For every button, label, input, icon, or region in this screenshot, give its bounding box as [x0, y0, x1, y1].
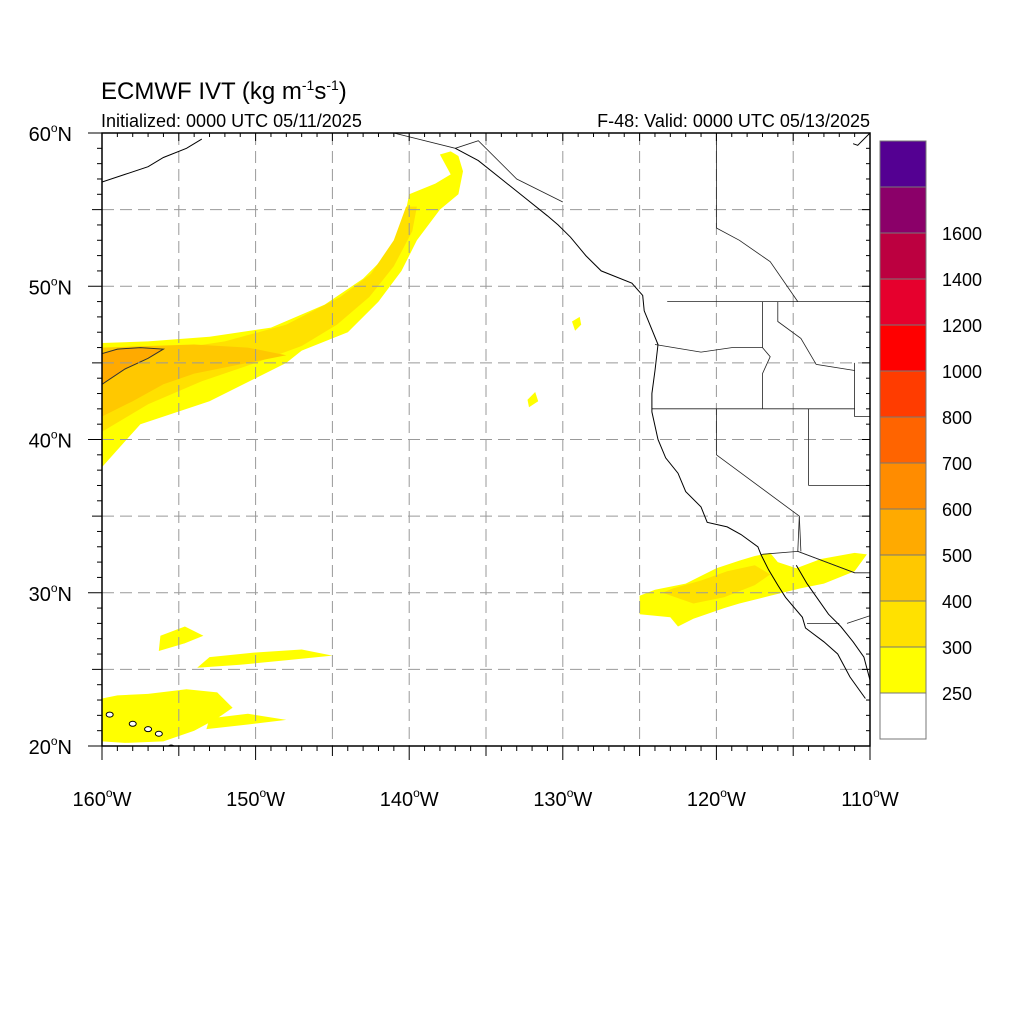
- island-outline: [144, 726, 153, 733]
- north-pacific-atmospheric-river: [102, 151, 463, 468]
- colorbar-swatch: [879, 646, 927, 694]
- colorbar-swatch: [879, 324, 927, 372]
- lon-tick-label: 130oW: [533, 786, 592, 811]
- oregon-idaho-border: [762, 347, 771, 409]
- lat-tick-label: 40oN: [29, 428, 72, 453]
- colorbar-swatch: [879, 508, 927, 556]
- north-american-coastline: [455, 147, 866, 699]
- colorbar-swatch: [879, 370, 927, 418]
- north-pacific-ar-max: [102, 347, 164, 385]
- colorbar-swatch: [879, 462, 927, 510]
- subtropical-streak-1: [158, 626, 204, 651]
- island-outline: [128, 720, 137, 727]
- colorbar-swatch: [879, 232, 927, 280]
- subtropical-streak-2: [197, 649, 333, 668]
- colorbar-label: 500: [942, 546, 972, 566]
- colorbar-label: 600: [942, 500, 972, 520]
- colorbar-label: 700: [942, 454, 972, 474]
- island-outline: [105, 711, 114, 718]
- lat-tick-label: 60oN: [29, 121, 72, 146]
- colorbar-swatch: [879, 416, 927, 464]
- graticule: [102, 133, 870, 746]
- political-borders: [393, 133, 870, 624]
- california-offshore-blob: [527, 392, 539, 408]
- colorbar-label: 1400: [942, 270, 982, 290]
- colorbar-label: 1600: [942, 224, 982, 244]
- baja-moisture-plume: [639, 552, 867, 627]
- hawaii-moisture-band: [102, 689, 233, 743]
- colorbar-label: 250: [942, 684, 972, 704]
- lon-tick-label: 120oW: [687, 786, 746, 811]
- oregon-offshore-blob: [572, 316, 582, 331]
- california-nevada-border: [716, 408, 802, 552]
- color-legend: 250 300 400 500 600 700 800 1000 1200 1400 1600: [879, 140, 982, 740]
- alaska-canada-border: [393, 133, 563, 203]
- ivt-shading: [102, 151, 867, 743]
- idaho-montana-border: [777, 301, 855, 371]
- colorbar-label: 800: [942, 408, 972, 428]
- bc-alberta-border: [716, 133, 799, 302]
- gulf-of-california-coast: [795, 564, 870, 681]
- colorbar-swatch: [879, 278, 927, 326]
- north-pacific-ar-core: [102, 206, 417, 432]
- colorbar-label: 300: [942, 638, 972, 658]
- colorbar-swatch: [879, 692, 927, 740]
- colorbar-swatch: [879, 554, 927, 602]
- colorbar-label: 1000: [942, 362, 982, 382]
- valid-time: F-48: Valid: 0000 UTC 05/13/2025: [597, 111, 870, 131]
- alaska-peninsula-tip: [852, 133, 870, 146]
- island-outline: [154, 730, 163, 737]
- colorbar-swatch: [879, 186, 927, 234]
- ivt-contour-500: [102, 347, 166, 385]
- axis-labels: 20oN 30oN 40oN 50oN 60oN 160oW 150oW 140oW 130oW…: [29, 121, 899, 811]
- lat-tick-label: 50oN: [29, 274, 72, 299]
- colorbar-swatch: [879, 600, 927, 648]
- sonora-sinaloa-border: [846, 615, 870, 624]
- alaska-siberia-coast: [102, 138, 203, 183]
- lon-tick-label: 110oW: [841, 786, 899, 811]
- hawaii-east-streak: [206, 713, 287, 730]
- colorbar-label: 400: [942, 592, 972, 612]
- lon-tick-label: 140oW: [380, 786, 439, 811]
- wyoming-border: [854, 362, 870, 417]
- axis-ticks: [88, 132, 871, 760]
- lat-tick-label: 30oN: [29, 581, 72, 606]
- lon-tick-label: 160oW: [73, 786, 132, 811]
- initialized-time: Initialized: 0000 UTC 05/11/2025: [101, 111, 362, 131]
- lat-tick-label: 20oN: [29, 734, 72, 759]
- washington-oregon-border: [654, 344, 763, 353]
- colorbar-swatch: [879, 140, 927, 188]
- map-title: ECMWF IVT (kg m-1s-1): [101, 77, 347, 105]
- lon-tick-label: 150oW: [226, 786, 285, 811]
- us-mexico-border: [760, 550, 855, 574]
- coastlines: [102, 133, 870, 746]
- colorbar-label: 1200: [942, 316, 982, 336]
